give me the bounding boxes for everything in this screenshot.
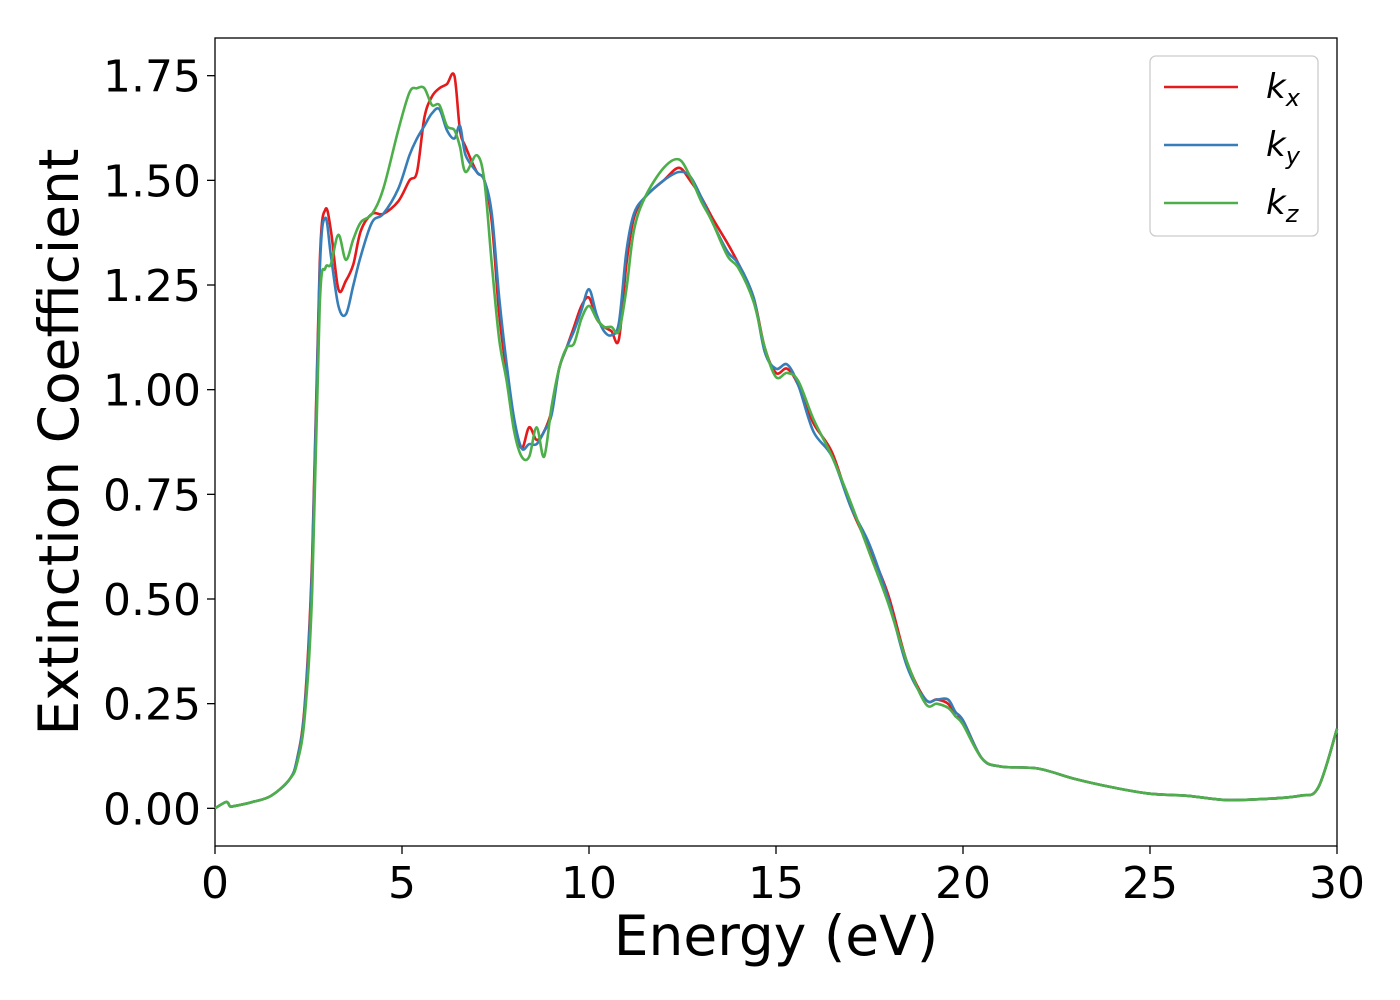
legend-label-z: kz: [1266, 183, 1300, 228]
y-tick-label: 0.75: [103, 470, 201, 521]
legend-label-y: ky: [1266, 125, 1301, 170]
y-axis-title: Extinction Coefficient: [27, 149, 91, 736]
series-line-z: [214, 85, 1339, 810]
x-axis-ticks: 0 5 10 15 20 25 30: [201, 846, 1365, 909]
y-tick-label: 1.50: [103, 156, 201, 207]
y-tick-label: 1.25: [103, 261, 201, 312]
y-axis-ticks: 0.00 0.25 0.50 0.75 1.00 1.25 1.50 1.75: [103, 52, 215, 835]
y-tick-label: 1.75: [103, 52, 201, 103]
legend-label-x: kx: [1266, 67, 1301, 112]
x-tick-label: 30: [1309, 858, 1365, 909]
x-tick-label: 15: [748, 858, 804, 909]
x-axis-title: Energy (eV): [614, 904, 938, 968]
y-tick-label: 1.00: [103, 366, 201, 417]
series-lines: [214, 72, 1339, 810]
y-tick-label: 0.50: [103, 575, 201, 626]
x-tick-label: 0: [201, 858, 229, 909]
series-line-y: [214, 107, 1339, 810]
x-tick-label: 10: [561, 858, 617, 909]
x-tick-label: 25: [1122, 858, 1178, 909]
y-tick-label: 0.00: [103, 784, 201, 835]
y-tick-label: 0.25: [103, 680, 201, 731]
x-tick-label: 20: [935, 858, 991, 909]
x-tick-label: 5: [388, 858, 416, 909]
legend: kx ky kz: [1149, 55, 1319, 237]
legend-entries: kx ky kz: [1164, 67, 1301, 228]
